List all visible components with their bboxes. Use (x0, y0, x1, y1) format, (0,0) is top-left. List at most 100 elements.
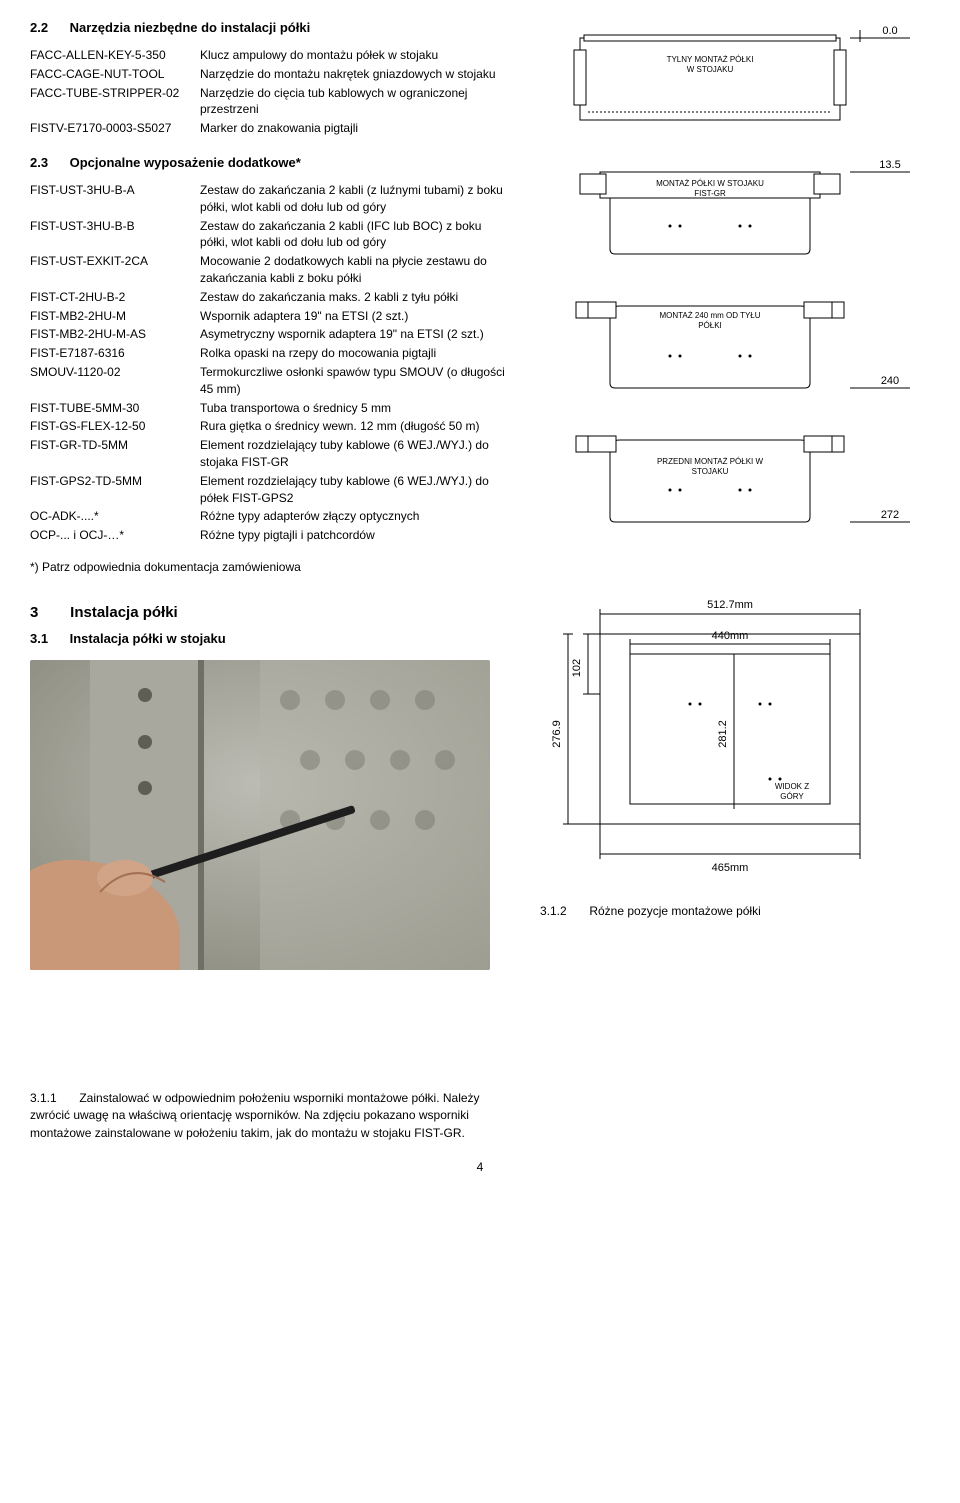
d5-innerdim: 440mm (712, 630, 749, 642)
def-term: SMOUV-1120-02 (30, 364, 200, 398)
def-desc: Rolka opaski na rzepy do mocowania pigta… (200, 345, 510, 362)
d5-rightdim: 281.2 (717, 720, 729, 748)
def-row: FIST-GPS2-TD-5MMElement rozdzielający tu… (30, 473, 510, 507)
sec23-title: Opcjonalne wyposażenie dodatkowe* (70, 155, 301, 170)
paragraph-3-1-1: 3.1.1 Zainstalować w odpowiednim położen… (30, 1090, 510, 1142)
def-term: FIST-MB2-2HU-M (30, 308, 200, 325)
def-row: FIST-UST-3HU-B-BZestaw do zakańczania 2 … (30, 218, 510, 252)
def-desc: Narzędzie do cięcia tub kablowych w ogra… (200, 85, 510, 119)
sec22-title: Narzędzia niezbędne do instalacji półki (70, 20, 311, 35)
section-3-1-title: 3.1 Instalacja półki w stojaku (30, 631, 510, 646)
def-row: FIST-GR-TD-5MMElement rozdzielający tuby… (30, 437, 510, 471)
def-row: FIST-GS-FLEX-12-50Rura giętka o średnicy… (30, 418, 510, 435)
caption-3-1-2: 3.1.2 Różne pozycje montażowe półki (540, 904, 920, 918)
def-row: OC-ADK-....*Różne typy adapterów złączy … (30, 508, 510, 525)
def-desc: Klucz ampulowy do montażu półek w stojak… (200, 47, 510, 64)
def-row: FIST-TUBE-5MM-30Tuba transportowa o śred… (30, 400, 510, 417)
def-term: FISTV-E7170-0003-S5027 (30, 120, 200, 137)
def-desc: Marker do znakowania pigtajli (200, 120, 510, 137)
d5-label2: GÓRY (780, 792, 804, 801)
def-desc: Zestaw do zakańczania 2 kabli (IFC lub B… (200, 218, 510, 252)
def-term: FIST-GR-TD-5MM (30, 437, 200, 471)
def-desc: Zestaw do zakańczania 2 kabli (z luźnymi… (200, 182, 510, 216)
sec31-num: 3.1 (30, 631, 66, 646)
d5-leftdim2: 276.9 (551, 720, 563, 748)
def-row: FIST-MB2-2HU-MWspornik adaptera 19" na E… (30, 308, 510, 325)
d5-topdim: 512.7mm (707, 599, 753, 611)
d1-label1: TYLNY MONTAŻ PÓŁKI (667, 55, 754, 64)
sec23-num: 2.3 (30, 155, 66, 170)
d4-label2: STOJAKU (692, 467, 729, 476)
diagram-top-view: 512.7mm 440mm 102 276.9 281.2 465mm (540, 584, 920, 884)
def-term: OC-ADK-....* (30, 508, 200, 525)
sec312-num: 3.1.2 (540, 904, 586, 918)
sec3-num: 3 (30, 604, 66, 621)
d2-label1: MONTAŻ PÓŁKI W STOJAKU (656, 179, 764, 188)
def-term: FIST-GS-FLEX-12-50 (30, 418, 200, 435)
def-desc: Asymetryczny wspornik adaptera 19" na ET… (200, 326, 510, 343)
def-row: FIST-CT-2HU-B-2Zestaw do zakańczania mak… (30, 289, 510, 306)
def-term: FIST-TUBE-5MM-30 (30, 400, 200, 417)
diagram-fist-gr: MONTAŻ PÓŁKI W STOJAKU FIST-GR 13.5 (540, 154, 920, 274)
sec311-text: Zainstalować w odpowiednim położeniu wsp… (30, 1091, 480, 1140)
def-term: FIST-UST-EXKIT-2CA (30, 253, 200, 287)
def-row: SMOUV-1120-02Termokurczliwe osłonki spaw… (30, 364, 510, 398)
def-row: FACC-TUBE-STRIPPER-02Narzędzie do cięcia… (30, 85, 510, 119)
def-desc: Mocowanie 2 dodatkowych kabli na płycie … (200, 253, 510, 287)
def-row: FACC-ALLEN-KEY-5-350Klucz ampulowy do mo… (30, 47, 510, 64)
def-desc: Narzędzie do montażu nakrętek gniazdowyc… (200, 66, 510, 83)
def-term: FIST-UST-3HU-B-A (30, 182, 200, 216)
d2-label2: FIST-GR (694, 189, 726, 198)
options-table: FIST-UST-3HU-B-AZestaw do zakańczania 2 … (30, 182, 510, 544)
def-row: FIST-UST-3HU-B-AZestaw do zakańczania 2 … (30, 182, 510, 216)
sec22-num: 2.2 (30, 20, 66, 35)
page-number: 4 (30, 1160, 930, 1174)
footnote: *) Patrz odpowiednia dokumentacja zamówi… (30, 560, 510, 574)
d4-dim: 272 (881, 509, 899, 521)
def-desc: Element rozdzielający tuby kablowe (6 WE… (200, 437, 510, 471)
d5-label1: WIDOK Z (775, 782, 809, 791)
diagram-stack: TYLNY MONTAŻ PÓŁKI W STOJAKU 0.0 MONTAŻ … (540, 20, 920, 542)
d4-label1: PRZEDNI MONTAŻ PÓŁKI W (657, 457, 764, 466)
d5-bottomdim: 465mm (712, 862, 749, 874)
d3-label2: PÓŁKI (698, 321, 722, 330)
d3-dim: 240 (881, 375, 899, 387)
def-desc: Termokurczliwe osłonki spawów typu SMOUV… (200, 364, 510, 398)
section-3-title: 3 Instalacja półki (30, 604, 510, 621)
def-row: FIST-MB2-2HU-M-ASAsymetryczny wspornik a… (30, 326, 510, 343)
def-term: FACC-TUBE-STRIPPER-02 (30, 85, 200, 119)
def-desc: Rura giętka o średnicy wewn. 12 mm (dług… (200, 418, 510, 435)
def-desc: Zestaw do zakańczania maks. 2 kabli z ty… (200, 289, 510, 306)
section-2-3-title: 2.3 Opcjonalne wyposażenie dodatkowe* (30, 155, 510, 170)
tools-table: FACC-ALLEN-KEY-5-350Klucz ampulowy do mo… (30, 47, 510, 137)
def-row: FIST-E7187-6316Rolka opaski na rzepy do … (30, 345, 510, 362)
d1-dim: 0.0 (882, 25, 897, 37)
d5-leftdim: 102 (571, 659, 583, 677)
diagram-240mm: MONTAŻ 240 mm OD TYŁU PÓŁKI 240 (540, 288, 920, 408)
sec3-title: Instalacja półki (70, 604, 178, 621)
sec31-title: Instalacja półki w stojaku (70, 631, 226, 646)
def-desc: Różne typy pigtajli i patchcordów (200, 527, 510, 544)
def-term: FACC-ALLEN-KEY-5-350 (30, 47, 200, 64)
section-2-2-title: 2.2 Narzędzia niezbędne do instalacji pó… (30, 20, 510, 35)
sec312-title: Różne pozycje montażowe półki (589, 904, 760, 918)
def-term: OCP-... i OCJ-…* (30, 527, 200, 544)
def-term: FIST-E7187-6316 (30, 345, 200, 362)
def-row: FIST-UST-EXKIT-2CAMocowanie 2 dodatkowyc… (30, 253, 510, 287)
d3-label1: MONTAŻ 240 mm OD TYŁU (659, 311, 760, 320)
d1-label2: W STOJAKU (687, 65, 734, 74)
def-row: OCP-... i OCJ-…*Różne typy pigtajli i pa… (30, 527, 510, 544)
def-term: FIST-UST-3HU-B-B (30, 218, 200, 252)
def-desc: Tuba transportowa o średnicy 5 mm (200, 400, 510, 417)
sec311-num: 3.1.1 (30, 1090, 76, 1107)
def-term: FIST-CT-2HU-B-2 (30, 289, 200, 306)
diagram-front-mount: PRZEDNI MONTAŻ PÓŁKI W STOJAKU 272 (540, 422, 920, 542)
def-desc: Różne typy adapterów złączy optycznych (200, 508, 510, 525)
def-term: FACC-CAGE-NUT-TOOL (30, 66, 200, 83)
d2-dim: 13.5 (879, 159, 900, 171)
def-term: FIST-MB2-2HU-M-AS (30, 326, 200, 343)
def-desc: Wspornik adaptera 19" na ETSI (2 szt.) (200, 308, 510, 325)
def-row: FISTV-E7170-0003-S5027Marker do znakowan… (30, 120, 510, 137)
diagram-rear-mount: TYLNY MONTAŻ PÓŁKI W STOJAKU 0.0 (540, 20, 920, 140)
def-desc: Element rozdzielający tuby kablowe (6 WE… (200, 473, 510, 507)
